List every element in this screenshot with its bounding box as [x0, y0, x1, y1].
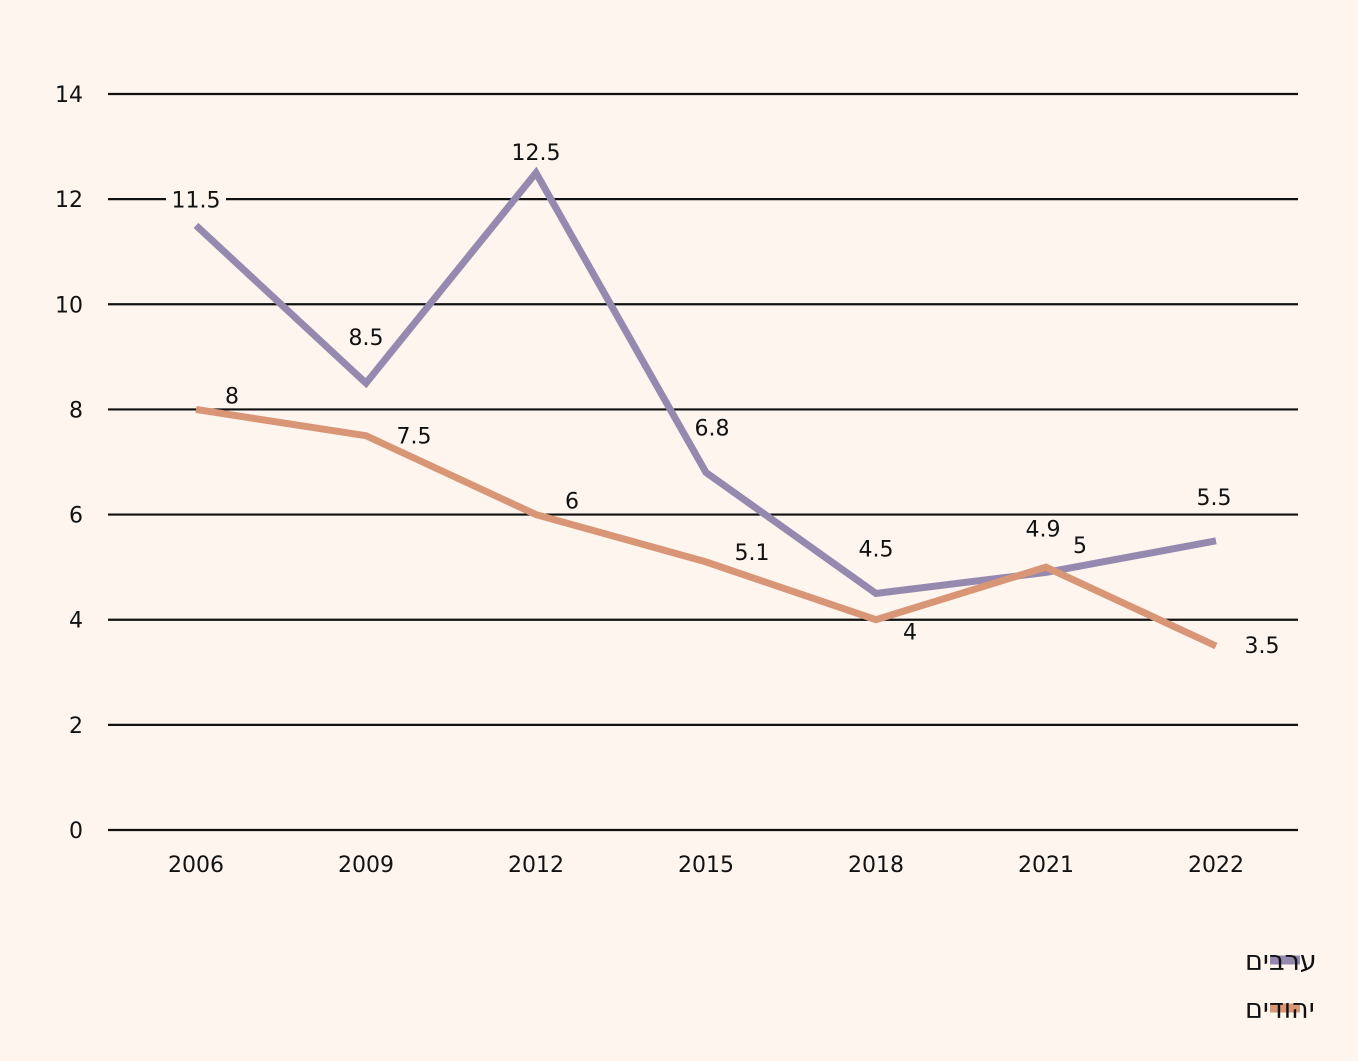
- data-label: 4.5: [859, 537, 894, 562]
- data-label: 12.5: [512, 141, 561, 166]
- label-background: [166, 185, 226, 216]
- y-tick-label: 12: [55, 188, 83, 213]
- y-tick-label: 0: [69, 819, 83, 844]
- x-tick-label: 2015: [678, 853, 734, 878]
- data-label: 6: [565, 490, 579, 515]
- y-tick-label: 4: [69, 609, 83, 634]
- data-label: 11.5: [172, 188, 221, 213]
- y-tick-label: 2: [69, 714, 83, 739]
- x-axis-ticks: 2006 2009 2012 2015 2018 2021 2022: [168, 853, 1244, 878]
- x-tick-label: 2012: [508, 853, 564, 878]
- data-labels: 11.5 8.5 12.5 6.8 4.5 4.9 5.5 8 7.5 6 5.1 4 5 3.5: [166, 141, 1280, 659]
- x-tick-label: 2009: [338, 853, 394, 878]
- data-label: 6.8: [695, 417, 730, 442]
- legend: ערבים יהודים: [1245, 946, 1317, 1025]
- series-lines: [193, 166, 1218, 650]
- y-tick-label: 10: [55, 293, 83, 318]
- x-tick-label: 2006: [168, 853, 224, 878]
- y-tick-label: 8: [69, 398, 83, 423]
- data-label: 4: [903, 621, 917, 646]
- x-tick-label: 2022: [1188, 853, 1244, 878]
- data-label: 8: [225, 384, 239, 409]
- data-label: 4.9: [1026, 517, 1061, 542]
- data-label: 8.5: [349, 326, 384, 351]
- data-label: 5: [1073, 534, 1087, 559]
- series-line-0: [193, 166, 1217, 598]
- x-tick-label: 2018: [848, 853, 904, 878]
- legend-label: ערבים: [1245, 946, 1317, 977]
- y-tick-label: 6: [69, 504, 83, 529]
- x-tick-label: 2021: [1018, 853, 1074, 878]
- gridlines: [108, 92, 1298, 832]
- y-tick-label: 14: [55, 83, 83, 108]
- legend-label: יהודים: [1245, 994, 1315, 1025]
- data-label: 5.1: [735, 541, 770, 566]
- data-label: 3.5: [1245, 634, 1280, 659]
- data-label: 5.5: [1197, 486, 1232, 511]
- data-label: 7.5: [397, 425, 432, 450]
- y-axis-ticks: 0 2 4 6 8 10 12 14: [55, 83, 83, 844]
- series-line-1: [195, 405, 1218, 650]
